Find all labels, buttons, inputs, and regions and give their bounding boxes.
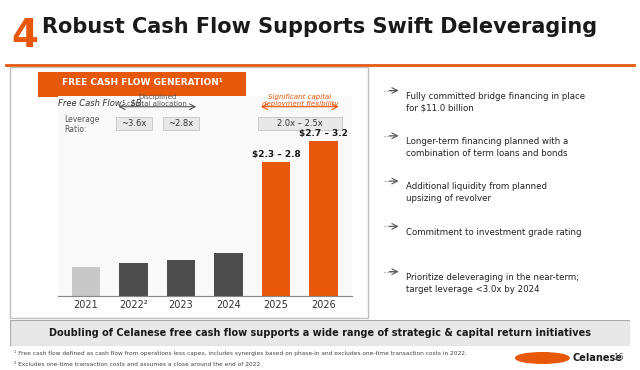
Text: Disciplined
capital allocation: Disciplined capital allocation <box>127 94 188 107</box>
Text: Leverage
Ratio:: Leverage Ratio: <box>65 115 100 134</box>
Text: Doubling of Celanese free cash flow supports a wide range of strategic & capital: Doubling of Celanese free cash flow supp… <box>49 328 591 338</box>
Text: $2.3 – 2.8: $2.3 – 2.8 <box>252 150 300 159</box>
Text: 4: 4 <box>12 17 38 55</box>
Text: Additional liquidity from planned
upsizing of revolver: Additional liquidity from planned upsizi… <box>406 182 547 203</box>
Circle shape <box>516 353 569 363</box>
Text: Fully committed bridge financing in place
for $11.0 billion: Fully committed bridge financing in plac… <box>406 92 586 112</box>
Text: FREE CASH FLOW GENERATION¹: FREE CASH FLOW GENERATION¹ <box>62 78 223 87</box>
Text: Significant capital
deployment flexibility: Significant capital deployment flexibili… <box>262 94 338 107</box>
Text: 2.0x – 2.5x: 2.0x – 2.5x <box>277 119 323 128</box>
Text: $2.7 – 3.2: $2.7 – 3.2 <box>299 129 348 138</box>
Text: ² Excludes one-time transaction costs and assumes a close around the end of 2022: ² Excludes one-time transaction costs an… <box>14 361 260 367</box>
Text: ¹ Free cash flow defined as cash flow from operations less capex, includes syner: ¹ Free cash flow defined as cash flow fr… <box>14 350 467 356</box>
Text: ~2.8x: ~2.8x <box>168 119 194 128</box>
Text: 16: 16 <box>613 353 624 363</box>
Text: Prioritize deleveraging in the near-term;
target leverage <3.0x by 2024: Prioritize deleveraging in the near-term… <box>406 273 580 294</box>
FancyBboxPatch shape <box>38 72 246 97</box>
Text: Longer-term financing planned with a
combination of term loans and bonds: Longer-term financing planned with a com… <box>406 137 569 158</box>
FancyBboxPatch shape <box>116 117 152 130</box>
Text: Commitment to investment grade rating: Commitment to investment grade rating <box>406 228 582 237</box>
Text: ~3.6x: ~3.6x <box>121 119 147 128</box>
FancyBboxPatch shape <box>258 117 342 130</box>
Bar <box>262 162 291 296</box>
Bar <box>119 263 148 296</box>
Bar <box>214 253 243 296</box>
Text: Celanese: Celanese <box>573 353 623 363</box>
Bar <box>309 141 338 296</box>
Text: Robust Cash Flow Supports Swift Deleveraging: Robust Cash Flow Supports Swift Delevera… <box>42 17 596 37</box>
Bar <box>72 267 100 296</box>
FancyBboxPatch shape <box>163 117 199 130</box>
Bar <box>167 260 195 296</box>
Text: Free Cash Flow¹, $B: Free Cash Flow¹, $B <box>58 99 141 108</box>
